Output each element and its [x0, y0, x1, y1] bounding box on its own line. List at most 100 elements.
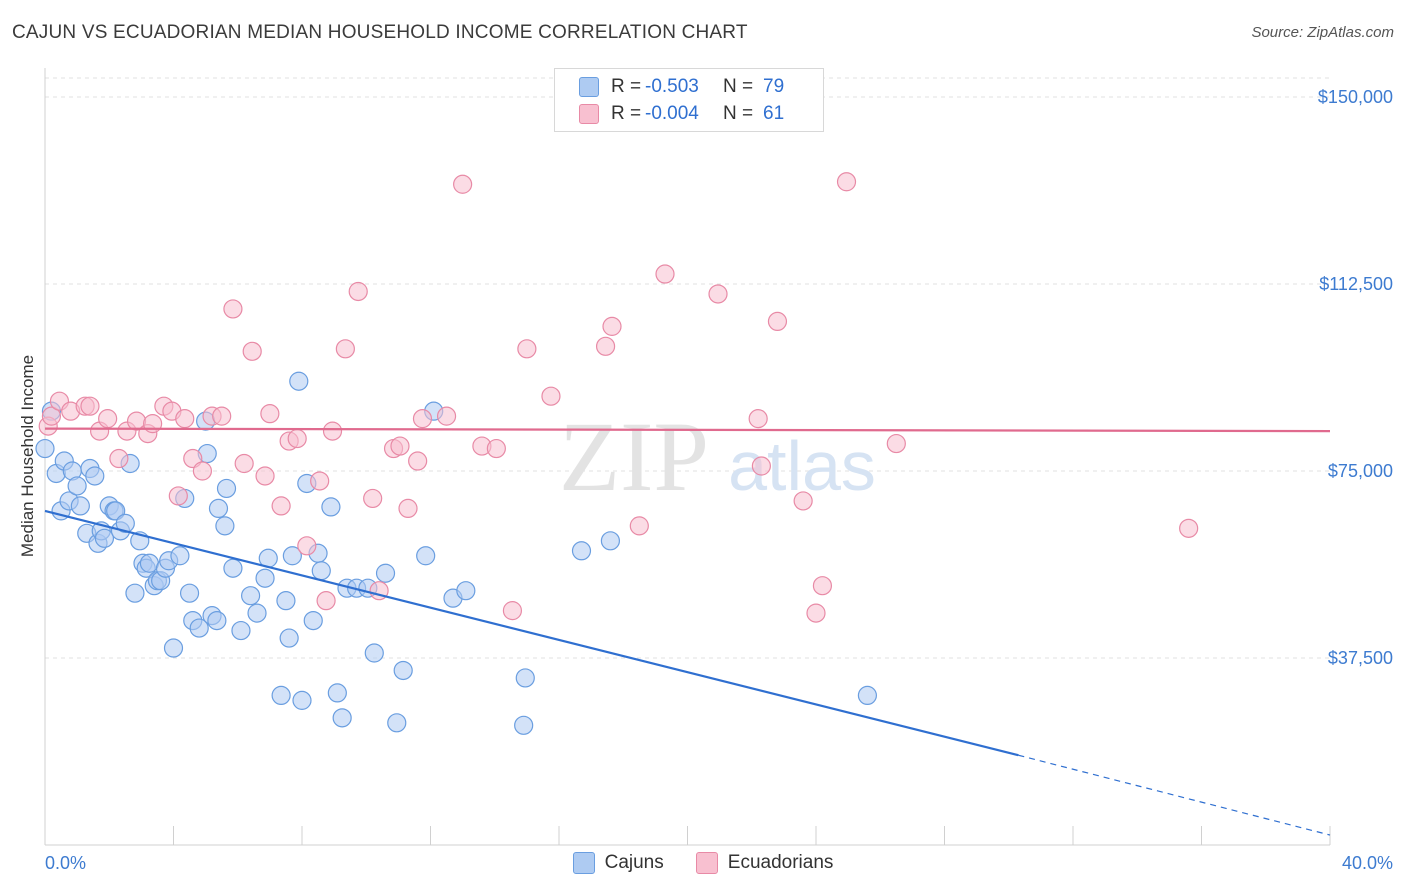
- cajun-point: [115, 513, 135, 533]
- ecuadorian-point: [886, 433, 906, 454]
- cajun-point: [170, 546, 190, 566]
- cajun-point: [282, 546, 302, 566]
- cajun-point: [292, 690, 312, 710]
- x-tick-label: 40.0%: [1342, 853, 1393, 873]
- cajun-point: [179, 583, 200, 603]
- cajun-point: [247, 603, 267, 623]
- legend-n-label: N =: [723, 76, 754, 97]
- ecuadorian-point: [655, 264, 675, 284]
- cajun-point: [857, 685, 878, 706]
- ecuadorian-point: [751, 456, 771, 476]
- cajun-point: [189, 618, 209, 638]
- ecuadorian-point: [390, 436, 410, 456]
- chart-title: CAJUN VS ECUADORIAN MEDIAN HOUSEHOLD INC…: [12, 22, 748, 43]
- ecuadorian-trend-line: [44, 427, 1331, 433]
- ecuadorian-point: [595, 336, 616, 356]
- ecuadorian-point: [486, 438, 506, 459]
- ecuadorian-point: [541, 386, 561, 406]
- cajun-point: [223, 558, 243, 578]
- ecuadorian-point: [297, 536, 317, 556]
- ecuadorian-point: [168, 486, 188, 506]
- cajun-point: [332, 708, 352, 728]
- cajun-point: [85, 466, 105, 486]
- series-legend: Cajuns Ecuadorians: [0, 852, 1406, 874]
- ecuadorian-point: [98, 409, 118, 429]
- legend-row-cajuns: R = -0.503 N = 79: [579, 75, 784, 99]
- legend-r-value: -0.503: [645, 76, 699, 97]
- y-tick-label: $112,500: [1319, 274, 1393, 294]
- cajun-point: [271, 685, 291, 706]
- watermark: ZIP atlas: [559, 401, 876, 512]
- ecuadorian-point: [242, 341, 262, 361]
- cajun-point: [215, 516, 235, 536]
- ecuadorian-point: [363, 488, 383, 509]
- cajun-trend-line: [44, 509, 1019, 757]
- ecuadorian-point: [271, 496, 291, 516]
- cajun-point: [600, 531, 621, 551]
- series-legend-swatch-cajuns: [572, 852, 595, 874]
- ecuadorian-point: [212, 406, 232, 426]
- ecuadorian-point: [602, 316, 622, 336]
- cajun-point: [279, 628, 299, 648]
- cajun-point: [276, 591, 296, 611]
- ecuadorian-point: [1179, 518, 1199, 538]
- ecuadorian-point: [517, 339, 537, 359]
- ecuadorian-point: [310, 471, 330, 491]
- ecuadorian-point: [767, 311, 788, 331]
- legend-n-value: 79: [763, 76, 785, 97]
- cajun-point: [94, 528, 115, 548]
- trend-lines: [44, 427, 1331, 836]
- cajun-point: [375, 563, 396, 583]
- ecuadorians-points: [38, 172, 1199, 623]
- cajun-trend-extension: [1018, 754, 1331, 836]
- cajun-point: [70, 496, 90, 516]
- ecuadorian-point: [80, 396, 100, 416]
- ecuadorian-point: [453, 174, 473, 194]
- ecuadorian-point: [708, 284, 728, 304]
- series-legend-label-ecuadorians: Ecuadorians: [727, 852, 834, 873]
- cajun-point: [456, 581, 476, 601]
- series-legend-swatch-ecuadorians: [695, 852, 718, 874]
- cajun-point: [207, 610, 227, 631]
- series-legend-item-ecuadorians: Ecuadorians: [695, 852, 834, 874]
- y-tick-label: $37,500: [1328, 648, 1393, 668]
- ecuadorian-point: [316, 591, 336, 611]
- ecuadorian-point: [41, 406, 62, 426]
- ecuadorian-point: [408, 451, 428, 471]
- cajun-point: [393, 660, 413, 681]
- cajun-point: [67, 476, 87, 496]
- y-tick-label: $150,000: [1318, 87, 1393, 107]
- cajun-point: [139, 553, 160, 573]
- ecuadorian-point: [260, 404, 280, 424]
- series-legend-label-cajuns: Cajuns: [604, 852, 664, 873]
- correlation-legend: R = -0.503 N = 79 R = -0.004 N = 61: [554, 68, 824, 132]
- ecuadorian-point: [109, 448, 129, 469]
- ecuadorian-point: [502, 601, 523, 621]
- cajun-point: [216, 478, 237, 499]
- legend-r-label: R =: [611, 76, 642, 97]
- legend-swatch-ecuadorians: [579, 104, 599, 124]
- cajun-point: [35, 438, 55, 459]
- cajun-point: [125, 583, 145, 603]
- ecuadorian-point: [287, 428, 307, 449]
- ecuadorian-point: [175, 409, 195, 429]
- ecuadorian-point: [234, 453, 254, 474]
- watermark-zip: ZIP: [559, 401, 709, 512]
- cajun-point: [321, 497, 341, 517]
- ecuadorian-point: [223, 299, 243, 319]
- ecuadorian-point: [629, 516, 649, 536]
- cajun-point: [255, 568, 275, 588]
- legend-n-label: N =: [723, 103, 754, 124]
- series-legend-item-cajuns: Cajuns: [572, 852, 664, 874]
- x-tick-label: 0.0%: [45, 853, 86, 873]
- chart-source: Source: ZipAtlas.com: [1251, 24, 1394, 41]
- ecuadorian-point: [322, 421, 343, 441]
- cajun-point: [241, 586, 261, 606]
- cajun-point: [571, 541, 592, 561]
- tick-labels: $37,500 $75,000 $112,500 $150,000 0.0% 40.0%: [45, 87, 1393, 873]
- ecuadorian-point: [255, 466, 275, 486]
- legend-r-value: -0.004: [645, 103, 699, 124]
- ecuadorian-point: [748, 409, 768, 429]
- ecuadorian-point: [348, 281, 368, 302]
